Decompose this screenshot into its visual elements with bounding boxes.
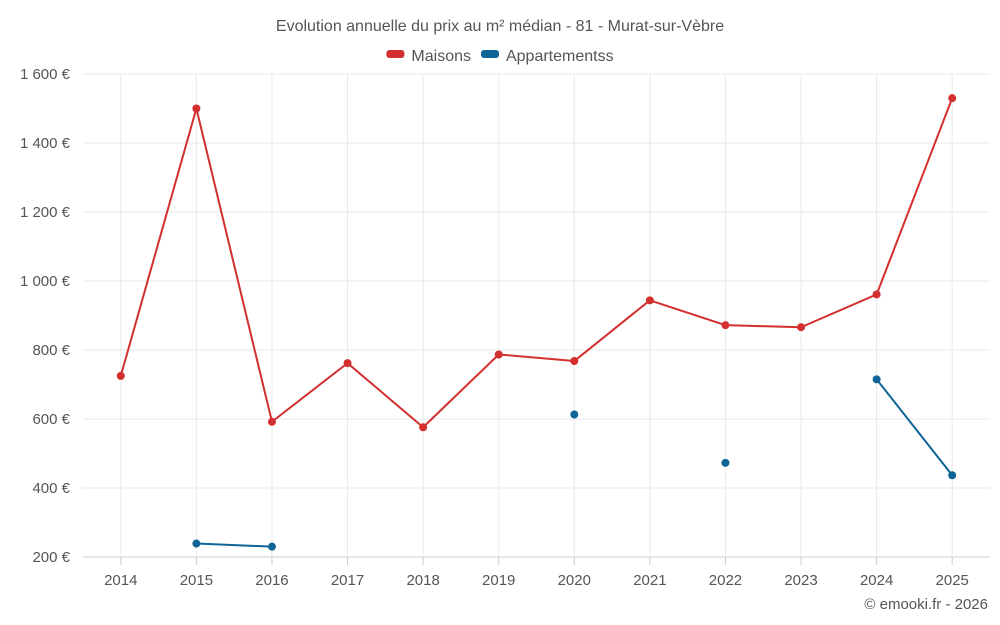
x-tick-label: 2017 <box>331 572 364 589</box>
data-point-maisons[interactable] <box>872 290 881 299</box>
x-tick-label: 2016 <box>255 572 288 589</box>
data-point-maisons[interactable] <box>645 296 654 305</box>
x-tick-label: 2015 <box>180 572 213 589</box>
x-tick-label: 2023 <box>784 572 817 589</box>
legend: Maisons Appartementss <box>386 48 614 65</box>
legend-label: Appartementss <box>506 48 614 65</box>
series-line-maisons <box>648 299 727 327</box>
series-line-maisons <box>800 293 878 329</box>
data-point-maisons[interactable] <box>570 357 579 366</box>
x-tick-label: 2014 <box>104 572 137 589</box>
series-line-maisons <box>270 362 349 423</box>
y-tick-label: 1 000 € <box>20 273 71 290</box>
x-tick-label: 2018 <box>406 572 439 589</box>
y-tick-label: 800 € <box>32 342 70 359</box>
data-point-maisons[interactable] <box>797 323 806 332</box>
y-tick-label: 200 € <box>32 549 70 566</box>
grid <box>83 73 990 558</box>
legend-label: Maisons <box>411 48 471 65</box>
x-tick-label: 2020 <box>558 572 591 589</box>
y-tick-label: 1 400 € <box>20 135 71 152</box>
y-tick-label: 600 € <box>32 411 70 428</box>
series-line-appartementss <box>875 378 954 477</box>
x-tick-label: 2024 <box>860 572 893 589</box>
series-line-maisons <box>875 97 954 296</box>
series-line-maisons <box>346 362 425 429</box>
data-point-maisons[interactable] <box>721 321 730 330</box>
data-point-maisons[interactable] <box>343 359 352 368</box>
data-point-appartementss[interactable] <box>570 410 579 419</box>
data-point-maisons[interactable] <box>419 423 428 432</box>
legend-item-appartementss[interactable]: Appartementss <box>480 48 614 65</box>
series-line-maisons <box>195 107 273 423</box>
series-line-maisons <box>573 299 651 363</box>
data-point-appartementss[interactable] <box>872 375 881 384</box>
x-tick-label: 2022 <box>709 572 742 589</box>
y-tick-label: 400 € <box>32 480 70 497</box>
legend-swatch <box>480 50 499 58</box>
x-axis: 2014 2015 2016 2017 2018 2019 2020 2021 2022 2023… <box>104 557 969 589</box>
data-point-maisons[interactable] <box>494 350 503 359</box>
data-point-appartementss[interactable] <box>267 542 276 551</box>
series-line-maisons <box>119 107 198 377</box>
legend-item-maisons[interactable]: Maisons <box>386 48 471 65</box>
chart-title: Evolution annuelle du prix au m² médian … <box>276 18 724 35</box>
data-point-maisons[interactable] <box>267 417 276 426</box>
credit-text: © emooki.fr - 2026 <box>864 596 988 613</box>
legend-swatch <box>386 50 405 58</box>
series-line-maisons <box>422 353 500 429</box>
x-tick-label: 2021 <box>633 572 666 589</box>
x-tick-label: 2025 <box>936 572 969 589</box>
y-axis: 200 € 400 € 600 € 800 € 1 000 € 1 200 € 1 400 … <box>20 66 71 566</box>
data-point-maisons[interactable] <box>116 371 125 380</box>
series-line-appartementss <box>195 542 273 548</box>
y-tick-label: 1 600 € <box>20 66 71 83</box>
data-point-appartementss[interactable] <box>192 539 201 548</box>
data-point-maisons[interactable] <box>192 104 201 113</box>
series <box>116 94 957 551</box>
data-point-appartementss[interactable] <box>721 458 730 467</box>
x-tick-label: 2019 <box>482 572 515 589</box>
y-tick-label: 1 200 € <box>20 204 71 221</box>
data-point-maisons[interactable] <box>948 94 957 103</box>
series-line-maisons <box>497 353 576 363</box>
data-point-appartementss[interactable] <box>948 471 957 480</box>
series-line-maisons <box>724 324 803 329</box>
